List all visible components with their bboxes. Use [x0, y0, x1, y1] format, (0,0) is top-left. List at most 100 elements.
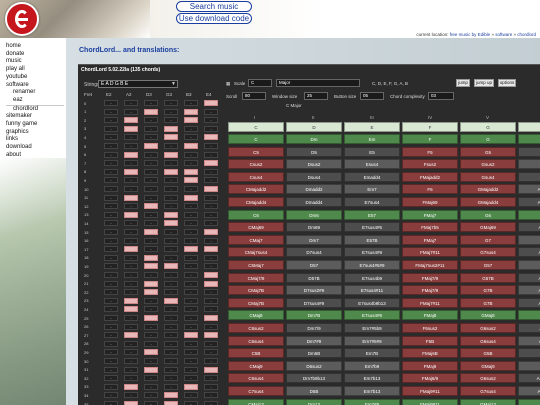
chord-button[interactable]: G57B	[460, 272, 516, 283]
site-logo[interactable]	[5, 2, 39, 36]
chord-button[interactable]: Dm7/9	[286, 323, 342, 333]
chord-button[interactable]: Em7B	[344, 348, 400, 359]
fret-cell[interactable]: -	[104, 168, 118, 175]
fret-cell[interactable]: •	[124, 383, 138, 390]
fret-cell[interactable]: -	[104, 194, 118, 201]
sidebar-item-chordlord[interactable]: chordlord	[13, 105, 39, 112]
fret-cell[interactable]: -	[184, 306, 198, 313]
chord-button[interactable]: C	[228, 134, 284, 144]
fret-cell[interactable]: •	[164, 392, 178, 399]
fret-cell[interactable]: -	[144, 246, 158, 253]
fret-cell[interactable]: -	[164, 366, 178, 373]
chord-button[interactable]: G6sus2	[460, 373, 516, 384]
fret-cell[interactable]: -	[104, 392, 118, 399]
fret-cell[interactable]: -	[204, 306, 218, 313]
chord-button[interactable]: E7sus4b9b13	[344, 297, 400, 308]
chord-button[interactable]: Fsus2	[402, 159, 458, 170]
fret-cell[interactable]: -	[104, 272, 118, 278]
fret-cell[interactable]: -	[124, 315, 138, 321]
chord-button[interactable]: E7sus4#9	[344, 310, 400, 321]
fret-cell[interactable]: •	[204, 366, 218, 373]
chord-button[interactable]: CMaj7B	[228, 297, 284, 308]
fret-cell[interactable]: -	[204, 323, 218, 330]
fret-cell[interactable]: -	[144, 358, 158, 364]
chord-button[interactable]: Dm69	[286, 222, 342, 233]
search-music-button[interactable]: Search music	[176, 1, 252, 12]
chord-button[interactable]: D7sus4	[286, 247, 342, 258]
chord-button[interactable]: Em7	[344, 184, 400, 195]
chord-button[interactable]: G7B	[460, 285, 516, 296]
fret-cell[interactable]: •	[164, 220, 178, 227]
fret-cell[interactable]: -	[184, 160, 198, 167]
fret-cell[interactable]: -	[184, 289, 198, 296]
chord-button[interactable]: FMaj9	[402, 360, 458, 371]
fret-cell[interactable]: -	[144, 306, 158, 313]
chord-button[interactable]: E5	[344, 146, 400, 157]
fret-cell[interactable]: -	[124, 237, 138, 244]
fret-cell[interactable]: -	[104, 383, 118, 390]
fret-cell[interactable]: -	[104, 254, 118, 261]
chord-button[interactable]: CMaj7/9	[228, 272, 284, 283]
fret-cell[interactable]: •	[144, 280, 158, 287]
chord-button[interactable]: G5B	[460, 348, 516, 359]
chord-button[interactable]: Em7b13	[344, 373, 400, 384]
fret-cell[interactable]: -	[164, 143, 178, 149]
fret-cell[interactable]: -	[124, 392, 138, 399]
fret-cell[interactable]: -	[164, 349, 178, 356]
sidebar-item-music[interactable]: music	[6, 58, 22, 65]
fret-cell[interactable]: -	[164, 160, 178, 167]
chord-button[interactable]: Dsus4	[286, 171, 342, 182]
fret-cell[interactable]: •	[144, 203, 158, 210]
fret-cell[interactable]: -	[104, 117, 118, 124]
chord-button[interactable]: CMaj7	[228, 234, 284, 245]
fret-cell[interactable]: -	[204, 168, 218, 175]
fret-cell[interactable]: -	[164, 272, 178, 278]
chord-button[interactable]: E57B	[344, 234, 400, 245]
fret-cell[interactable]: -	[204, 177, 218, 184]
sidebar-item-home[interactable]: home	[6, 43, 22, 49]
sidebar-item-donate[interactable]: donate	[6, 50, 25, 57]
chord-button[interactable]: F	[402, 122, 458, 132]
fret-cell[interactable]: •	[124, 401, 138, 405]
sidebar-item-play-all[interactable]: play all	[6, 66, 25, 73]
fret-cell[interactable]: -	[124, 263, 138, 270]
fret-cell[interactable]: •	[144, 254, 158, 261]
window-size-input[interactable]: 25	[304, 92, 328, 100]
chord-button[interactable]: Am	[518, 134, 540, 144]
chord-button[interactable]: Dm13	[286, 398, 342, 405]
chord-button[interactable]: C6sus2	[228, 323, 284, 333]
chord-button[interactable]: D7sus4#9	[286, 297, 342, 308]
chord-button[interactable]: Am6sus4	[518, 373, 540, 384]
fret-cell[interactable]: •	[144, 143, 158, 149]
chord-button[interactable]: G57	[460, 260, 516, 270]
chord-button[interactable]: FMaj7#11	[402, 247, 458, 258]
chord-button[interactable]: A7sus4	[518, 285, 540, 296]
fret-cell[interactable]: -	[144, 117, 158, 124]
button-size-input[interactable]: 05	[360, 92, 384, 100]
fret-cell[interactable]: •	[184, 332, 198, 339]
sidebar-item-links[interactable]: links	[6, 136, 19, 143]
fret-cell[interactable]: -	[104, 229, 118, 235]
fret-cell[interactable]: -	[104, 100, 118, 106]
fret-cell[interactable]: -	[204, 401, 218, 405]
jump-button[interactable]: jump	[456, 79, 470, 87]
chord-button[interactable]: Dsus2	[286, 159, 342, 170]
fret-cell[interactable]: -	[104, 280, 118, 287]
fret-cell[interactable]: -	[104, 237, 118, 244]
chord-button[interactable]: G6sus2	[460, 323, 516, 333]
fret-cell[interactable]: -	[104, 186, 118, 192]
mode-select[interactable]: Major	[276, 79, 360, 87]
fret-cell[interactable]: -	[124, 229, 138, 235]
fret-cell[interactable]: -	[204, 237, 218, 244]
fret-cell[interactable]: -	[104, 203, 118, 210]
chord-button[interactable]: C5B	[228, 348, 284, 359]
fret-cell[interactable]: -	[164, 358, 178, 364]
fret-cell[interactable]: •	[204, 134, 218, 141]
fret-cell[interactable]: -	[144, 332, 158, 339]
breadcrumb-chordlord[interactable]: chordlord	[517, 32, 536, 37]
fret-cell[interactable]: -	[184, 263, 198, 270]
chord-button[interactable]: D57B	[286, 272, 342, 283]
fret-cell[interactable]: -	[184, 340, 198, 347]
fret-cell[interactable]: -	[124, 366, 138, 373]
chord-button[interactable]: A7sus4	[518, 222, 540, 233]
